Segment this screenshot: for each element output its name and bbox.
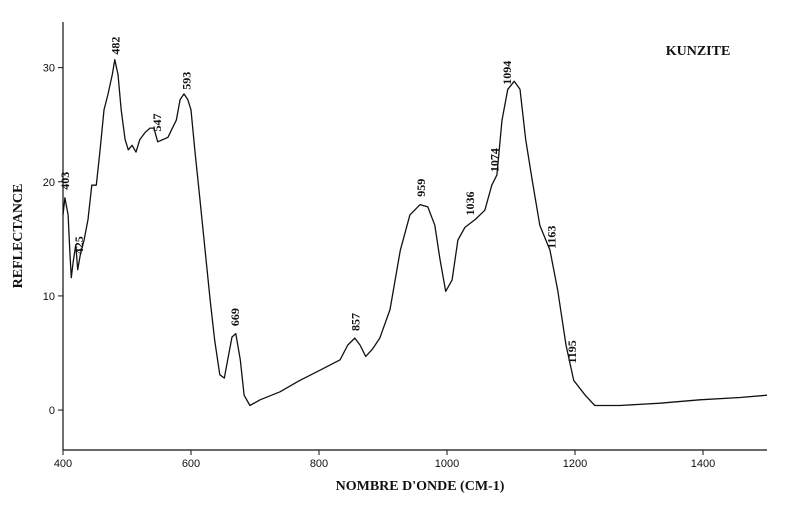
x-tick-label: 600	[182, 458, 200, 470]
peak-label: 403	[58, 172, 72, 190]
peak-label: 482	[108, 37, 122, 55]
peak-label: 959	[414, 179, 428, 197]
peak-label: 1074	[487, 148, 501, 172]
x-tick-label: 1000	[435, 458, 459, 470]
x-tick-label: 400	[54, 458, 72, 470]
chart-title: KUNZITE	[666, 44, 731, 59]
peak-label: 1036	[463, 191, 477, 215]
peak-label: 1094	[500, 61, 514, 85]
x-axis-label: NOMBRE D'ONDE (CM-1)	[336, 479, 505, 494]
peak-label: 857	[348, 313, 362, 331]
x-tick-label: 1400	[691, 458, 715, 470]
y-axis-label: REFLECTANCE	[11, 184, 26, 289]
peak-label: 669	[228, 308, 242, 326]
peak-label: 1195	[565, 340, 579, 363]
peak-label: 1163	[544, 226, 558, 249]
peak-label: 547	[150, 114, 164, 132]
x-tick-label: 800	[310, 458, 328, 470]
y-tick-label: 0	[49, 405, 55, 417]
peak-label: 593	[180, 72, 194, 90]
x-tick-label: 1200	[563, 458, 587, 470]
peak-label: 425	[72, 236, 86, 254]
spectrum-line	[62, 59, 768, 407]
y-tick-label: 30	[43, 63, 55, 75]
y-tick-label: 20	[43, 177, 55, 189]
y-tick-label: 10	[43, 291, 55, 303]
